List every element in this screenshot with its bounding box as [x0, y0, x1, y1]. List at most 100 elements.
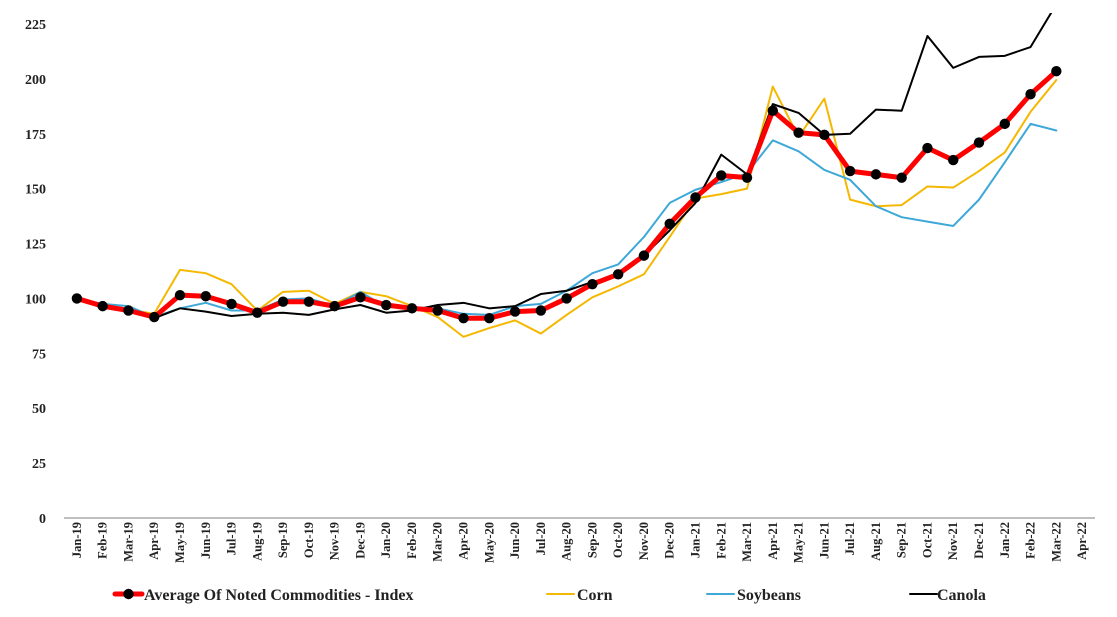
average-data-point	[535, 305, 547, 316]
y-tick-label: 200	[25, 73, 46, 88]
x-tick-label: Jul-21	[843, 522, 857, 555]
y-tick-label: 75	[32, 347, 46, 362]
x-tick-label: Jul-19	[225, 522, 239, 555]
x-tick-label: May-20	[482, 522, 496, 563]
series-lines	[74, 13, 1059, 338]
legend-item: Soybeans	[706, 587, 801, 604]
legend-marker	[123, 588, 134, 600]
x-tick-label: Oct-20	[611, 522, 625, 558]
legend-item: Canola	[909, 587, 986, 604]
x-tick-label: Jun-20	[508, 522, 522, 559]
x-tick-label: Jun-21	[817, 522, 831, 559]
average-data-point	[406, 303, 418, 314]
average-data-point	[664, 218, 675, 229]
x-tick-label: Apr-20	[457, 522, 471, 560]
x-tick-label: Jun-19	[199, 522, 213, 559]
y-tick-label: 0	[39, 512, 46, 527]
average-data-point	[355, 292, 366, 303]
x-tick-label: Sep-19	[276, 522, 290, 558]
x-tick-label: Dec-21	[972, 522, 986, 559]
x-tick-label: Feb-22	[1024, 522, 1038, 559]
x-tick-label: Jan-22	[998, 522, 1012, 558]
average-data-point	[767, 105, 779, 116]
x-tick-label: Aug-21	[869, 522, 883, 561]
average-data-point	[690, 192, 701, 203]
x-tick-label: Aug-19	[250, 522, 264, 561]
legend-label: Average Of Noted Commodities - Index	[144, 587, 413, 604]
x-tick-label: Mar-20	[431, 522, 445, 562]
y-tick-label: 225	[25, 18, 46, 33]
x-tick-label: Sep-21	[895, 522, 909, 558]
series-line-canola	[75, 13, 1053, 320]
average-data-point	[303, 296, 315, 307]
average-data-point	[638, 250, 650, 261]
x-tick-label: Dec-19	[353, 522, 367, 559]
average-data-point	[458, 312, 469, 324]
x-tick-label: Mar-19	[121, 522, 135, 562]
average-data-point	[200, 291, 211, 302]
x-tick-label: Jan-21	[688, 522, 702, 558]
legend: Average Of Noted Commodities - Index Corn…	[112, 587, 986, 604]
x-tick-label: Oct-19	[302, 522, 316, 558]
x-tick-label: Feb-19	[96, 522, 110, 559]
average-data-point	[819, 129, 830, 141]
average-data-point	[1051, 65, 1062, 77]
average-data-point	[896, 172, 907, 183]
x-tick-label: Apr-19	[147, 522, 161, 560]
x-tick-label: Dec-20	[663, 522, 677, 559]
average-data-point	[149, 311, 160, 323]
x-tick-label: Jul-20	[534, 522, 548, 555]
average-data-point	[844, 165, 856, 177]
average-data-point	[612, 269, 624, 280]
average-data-point	[432, 305, 443, 316]
series-markers	[71, 65, 1062, 324]
average-data-point	[71, 293, 83, 304]
average-data-point	[948, 154, 959, 166]
average-data-point	[741, 172, 753, 183]
x-tick-label: Nov-21	[946, 522, 960, 560]
average-data-point	[716, 170, 727, 181]
legend-item: Average Of Noted Commodities - Index	[112, 587, 413, 604]
average-data-point	[870, 169, 882, 180]
y-tick-label: 175	[25, 128, 46, 143]
x-tick-label: Apr-22	[1075, 522, 1089, 560]
average-data-point	[561, 293, 572, 304]
x-tick-label: Aug-20	[560, 522, 574, 561]
legend-label: Soybeans	[737, 587, 801, 604]
x-tick-label: Sep-20	[585, 522, 599, 558]
x-tick-label: Mar-22	[1049, 522, 1063, 562]
average-data-point	[252, 307, 263, 318]
average-data-point	[97, 300, 108, 312]
average-data-point	[999, 118, 1010, 130]
x-tick-label: Oct-21	[920, 522, 934, 558]
x-axis-tick-labels: Jan-19 Feb-19 Mar-19 Apr-19 May-19 Jun-19 Jul-…	[70, 522, 1089, 563]
y-tick-label: 25	[32, 457, 46, 472]
average-data-point	[123, 305, 134, 316]
x-tick-label: Mar-21	[740, 522, 754, 562]
average-data-point	[587, 278, 598, 290]
y-tick-label: 50	[32, 402, 46, 417]
legend-label: Corn	[577, 587, 613, 604]
series-line-corn	[75, 78, 1058, 338]
x-tick-label: Jan-20	[379, 522, 393, 558]
x-tick-label: Feb-20	[405, 522, 419, 559]
average-data-point	[226, 298, 237, 310]
average-data-point	[509, 306, 521, 317]
average-data-point	[922, 142, 933, 154]
legend-item: Corn	[546, 587, 613, 604]
average-data-point	[484, 312, 495, 324]
legend-label: Canola	[937, 587, 986, 604]
x-tick-label: Apr-21	[766, 522, 780, 560]
series-line-soybeans	[75, 122, 1058, 319]
y-tick-label: 125	[25, 238, 46, 253]
x-tick-label: May-19	[173, 522, 187, 563]
average-data-point	[174, 289, 186, 301]
average-data-point	[793, 127, 804, 138]
y-tick-label: 150	[25, 183, 46, 198]
average-data-point	[973, 137, 985, 148]
x-tick-label: Nov-20	[637, 522, 651, 560]
average-data-point	[380, 299, 392, 311]
y-tick-label: 100	[25, 292, 46, 307]
x-tick-label: May-21	[792, 522, 806, 563]
